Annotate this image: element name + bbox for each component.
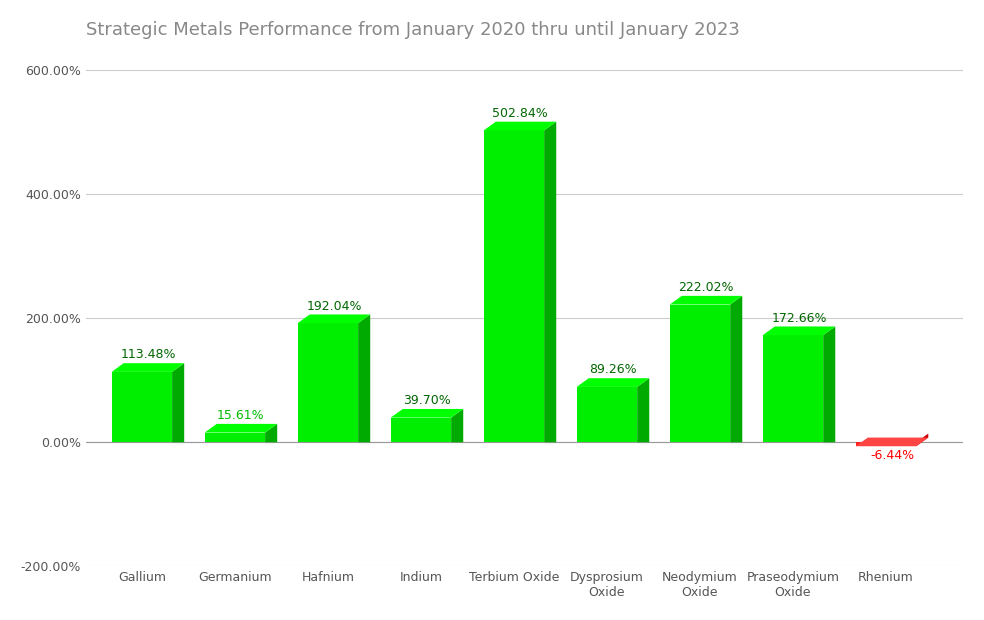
Polygon shape: [391, 418, 451, 442]
Text: 172.66%: 172.66%: [771, 312, 827, 325]
Polygon shape: [172, 363, 184, 442]
Polygon shape: [763, 327, 835, 335]
Polygon shape: [265, 424, 277, 442]
Polygon shape: [544, 122, 556, 442]
Text: 89.26%: 89.26%: [589, 363, 637, 376]
Polygon shape: [670, 304, 730, 442]
Text: 39.70%: 39.70%: [403, 394, 451, 407]
Text: 113.48%: 113.48%: [120, 348, 176, 361]
Polygon shape: [763, 335, 824, 442]
Text: 222.02%: 222.02%: [678, 281, 734, 294]
Polygon shape: [638, 378, 649, 442]
Polygon shape: [577, 387, 638, 442]
Polygon shape: [730, 296, 742, 442]
Polygon shape: [111, 372, 172, 442]
Polygon shape: [856, 438, 928, 446]
Polygon shape: [824, 327, 835, 442]
Polygon shape: [358, 314, 370, 442]
Polygon shape: [111, 363, 184, 372]
Text: 15.61%: 15.61%: [217, 409, 265, 422]
Polygon shape: [391, 409, 463, 418]
Polygon shape: [298, 323, 358, 442]
Text: 192.04%: 192.04%: [306, 299, 362, 312]
Polygon shape: [916, 433, 928, 446]
Text: 502.84%: 502.84%: [492, 107, 548, 120]
Polygon shape: [451, 409, 463, 442]
Text: Strategic Metals Performance from January 2020 thru until January 2023: Strategic Metals Performance from Januar…: [86, 21, 740, 39]
Polygon shape: [484, 130, 544, 442]
Polygon shape: [577, 378, 649, 387]
Polygon shape: [298, 314, 370, 323]
Polygon shape: [205, 424, 277, 433]
Polygon shape: [484, 122, 556, 130]
Text: -6.44%: -6.44%: [870, 450, 914, 463]
Polygon shape: [205, 433, 265, 442]
Polygon shape: [670, 296, 742, 304]
Polygon shape: [856, 442, 916, 446]
